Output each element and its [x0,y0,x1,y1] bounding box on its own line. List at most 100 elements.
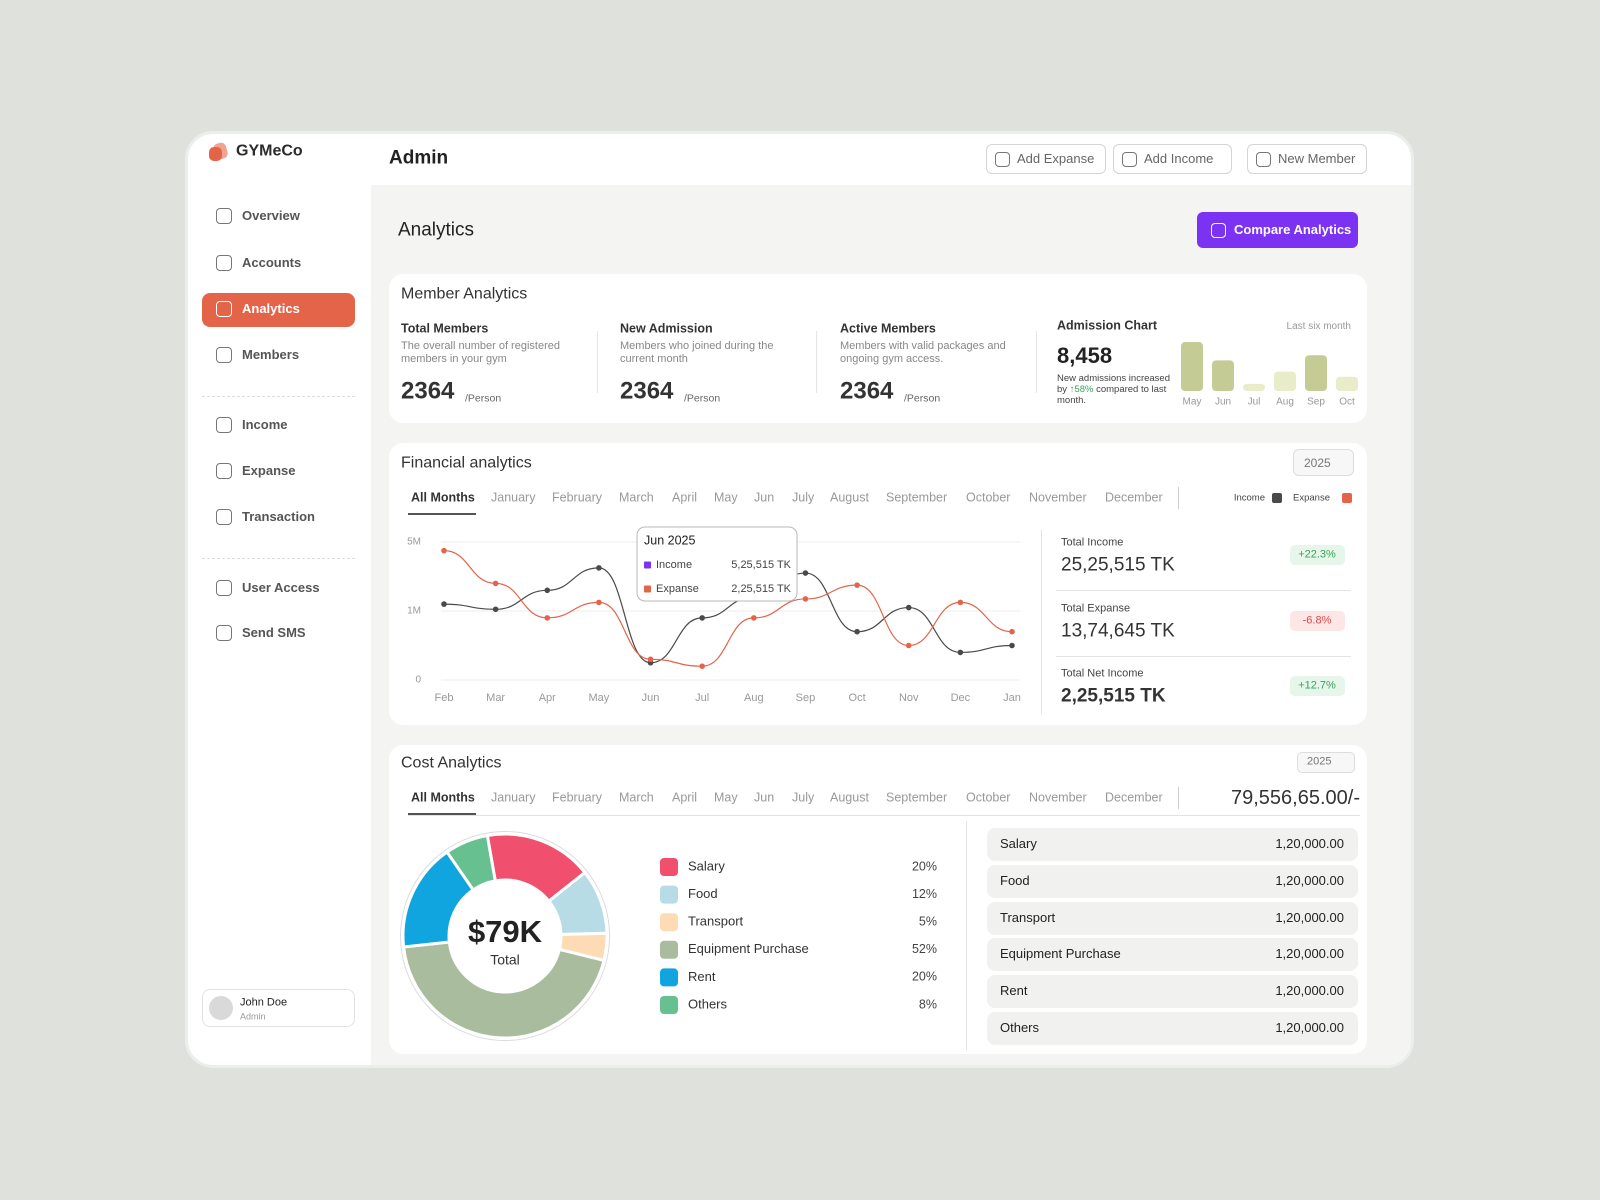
stat-unit: /Person [684,392,721,405]
icon [1211,222,1226,238]
legend-label: Rent [688,969,716,984]
legend-label: Equipment Purchase [688,941,809,956]
summary-divider [1056,655,1351,657]
month-tab[interactable]: April [672,490,698,505]
x-tick-label: Nov [899,692,919,704]
point [492,580,499,587]
month-tab[interactable]: May [714,490,738,505]
stat-description: Members with valid packages and ongoing … [840,340,1006,365]
change-badge: -6.8% [1290,610,1345,631]
icon [1256,151,1271,167]
cost-amount: 1,20,000.00 [1275,909,1344,925]
summary-label: Total Expanse [1061,601,1131,614]
month-tab[interactable]: July [792,490,815,505]
header-button-label: Add Income [1144,151,1214,167]
cost-name: Salary [1000,836,1037,852]
legend-label: Transport [688,914,744,929]
icon [216,208,232,224]
card-title: Member Analytics [401,285,528,303]
cost-amount: 1,20,000.00 [1275,873,1344,888]
month-tab[interactable]: All Months [411,490,475,505]
admission-total: 8,458 [1057,342,1113,368]
month-tab[interactable]: Jun [754,790,775,805]
header-button[interactable] [1247,144,1367,174]
legend-label: Salary [688,858,725,873]
x-tick-label: Jun [1215,397,1231,408]
month-tab[interactable]: April [672,790,698,805]
point [1009,642,1015,649]
x-tick-label: Dec [951,692,971,704]
stat-divider [816,331,817,393]
admission-period: Last six month [1286,321,1351,332]
summary-label: Total Net Income [1061,667,1144,680]
nav-divider [202,558,355,559]
month-tab[interactable]: February [552,490,603,505]
point [544,615,551,621]
header-button-label: Add Expanse [1017,151,1095,167]
card-title: Financial analytics [401,454,532,472]
nav-active [202,293,355,327]
month-tab[interactable]: February [552,790,603,805]
x-tick-label: Jul [1248,397,1261,408]
month-tab[interactable]: May [714,790,738,805]
header-title: Admin [389,147,449,169]
point [905,604,912,611]
month-tab[interactable]: October [966,790,1011,805]
month-tab[interactable]: January [491,790,536,805]
month-tab[interactable]: March [619,490,654,505]
month-tab[interactable]: November [1029,790,1087,805]
year-select[interactable] [1293,449,1354,476]
compare-button[interactable] [1197,212,1358,248]
user-name: John Doe [240,996,288,1009]
month-tab[interactable]: March [619,790,654,805]
pie-center-label: Total [490,952,520,968]
month-tab[interactable]: All Months [411,790,475,805]
cost-row [987,828,1358,861]
month-tab[interactable]: January [491,490,536,505]
month-tab[interactable]: September [886,490,948,505]
year-label: 2025 [1304,455,1331,470]
month-tab[interactable]: July [792,790,815,805]
cost-name: Rent [1000,983,1028,999]
bar [1305,355,1327,391]
header-button[interactable] [1113,144,1232,174]
month-tab[interactable]: December [1105,490,1163,505]
bar [1181,342,1203,391]
summary-label: Total Income [1061,536,1124,549]
month-tab[interactable]: Jun [754,490,775,505]
page-title: Analytics [398,219,475,241]
month-tab[interactable]: December [1105,790,1163,805]
month-tab[interactable]: November [1029,490,1087,505]
header-button[interactable] [986,144,1106,174]
icon [216,463,232,479]
month-tab[interactable]: August [830,790,869,805]
stat-description: The overall number of registered members… [401,340,560,365]
stat-value: 2364 [620,377,674,405]
month-tab[interactable]: August [830,490,869,505]
year-select[interactable] [1297,752,1355,773]
bar [1243,383,1265,391]
compare-button-label: Compare Analytics [1234,222,1352,238]
cost-amount: 1,20,000.00 [1275,1020,1344,1036]
stat-description: Members who joined during the current mo… [620,340,774,365]
cost-amount: 1,20,000.00 [1275,983,1344,999]
point [905,642,912,649]
cost-name: Food [1000,873,1030,888]
month-tab[interactable]: September [886,790,948,805]
value-label: 52% [912,942,937,956]
x-tick-label: Apr [539,692,556,704]
x-tick-label: Jul [695,692,709,704]
financial-card [389,443,1367,725]
point [492,606,499,613]
legend-label: Others [688,996,728,1011]
pie-slice [401,940,606,1040]
legend-label: Expanse [1293,493,1330,504]
stat-title: Total Members [401,321,489,336]
month-tab[interactable]: October [966,490,1011,505]
cost-row [987,938,1358,972]
x-tick-label: Sep [796,692,816,704]
legend-swatch [660,968,678,987]
bar [1212,360,1234,391]
chart-divider [1041,530,1042,714]
cost-total: 79,556,65.00/- [1231,787,1360,809]
